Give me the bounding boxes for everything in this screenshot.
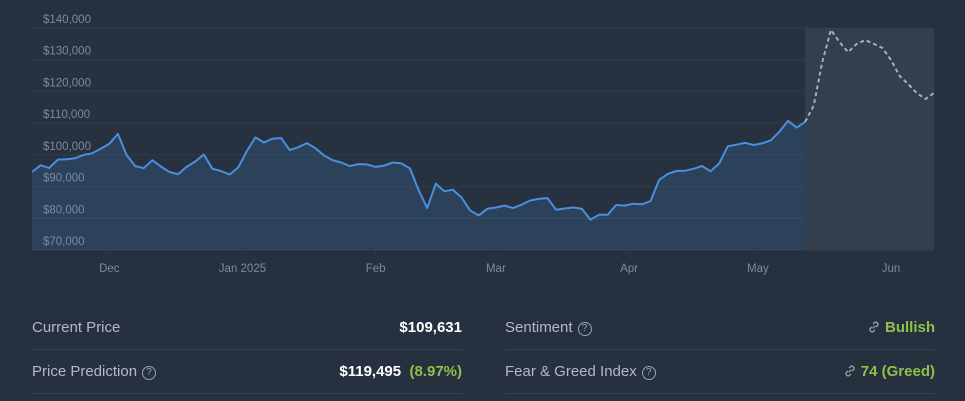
y-tick-label: $100,000 [43,141,91,153]
stat-change: (8.97%) [409,362,462,380]
stat-label: Price Prediction [32,362,138,380]
y-tick-label: $70,000 [43,236,85,248]
x-tick-label: Mar [486,263,506,275]
x-tick-label: Jun [882,263,901,275]
chart: $70,000 $80,000 $90,000 $100,000 $110,000 $12… [31,14,935,275]
stat-label: Current Price [32,318,121,336]
stat-value: $119,495 [339,362,402,380]
y-tick-label: $130,000 [43,46,91,58]
stat-value: 74 (Greed) [860,362,935,380]
y-tick-label: $90,000 [43,173,85,185]
y-tick-label: $140,000 [43,14,91,26]
help-icon[interactable]: ? [142,365,157,380]
y-tick-label: $120,000 [43,77,91,89]
help-icon[interactable]: ? [577,321,592,336]
prediction-line [804,28,935,123]
stat-value: Bullish [884,318,935,336]
prediction-zone [805,28,934,250]
stat-row: Current Price $109,631 [32,305,462,350]
link-icon [845,365,855,376]
link-icon [869,321,879,332]
x-tick-label: Feb [366,263,386,275]
x-tick-label: Dec [99,263,120,275]
y-tick-label: $110,000 [43,109,90,121]
stat-label: Sentiment [505,318,573,336]
stat-value: $109,631 [399,318,462,336]
stat-row: Fear & Greed Index? 74 (Greed) [505,349,935,394]
x-tick-label: Jan 2025 [219,263,266,275]
price-line [31,119,806,221]
help-icon[interactable]: ? [641,365,656,380]
x-tick-label: Apr [620,263,638,275]
area [32,120,806,251]
x-tick-label: May [747,263,769,275]
y-tick-label: $80,000 [43,204,85,216]
stat-label: Fear & Greed Index [505,362,637,380]
stat-row: Price Prediction? $119,495 (8.97%) [32,349,462,394]
stat-row: Sentiment? Bullish [505,305,935,350]
